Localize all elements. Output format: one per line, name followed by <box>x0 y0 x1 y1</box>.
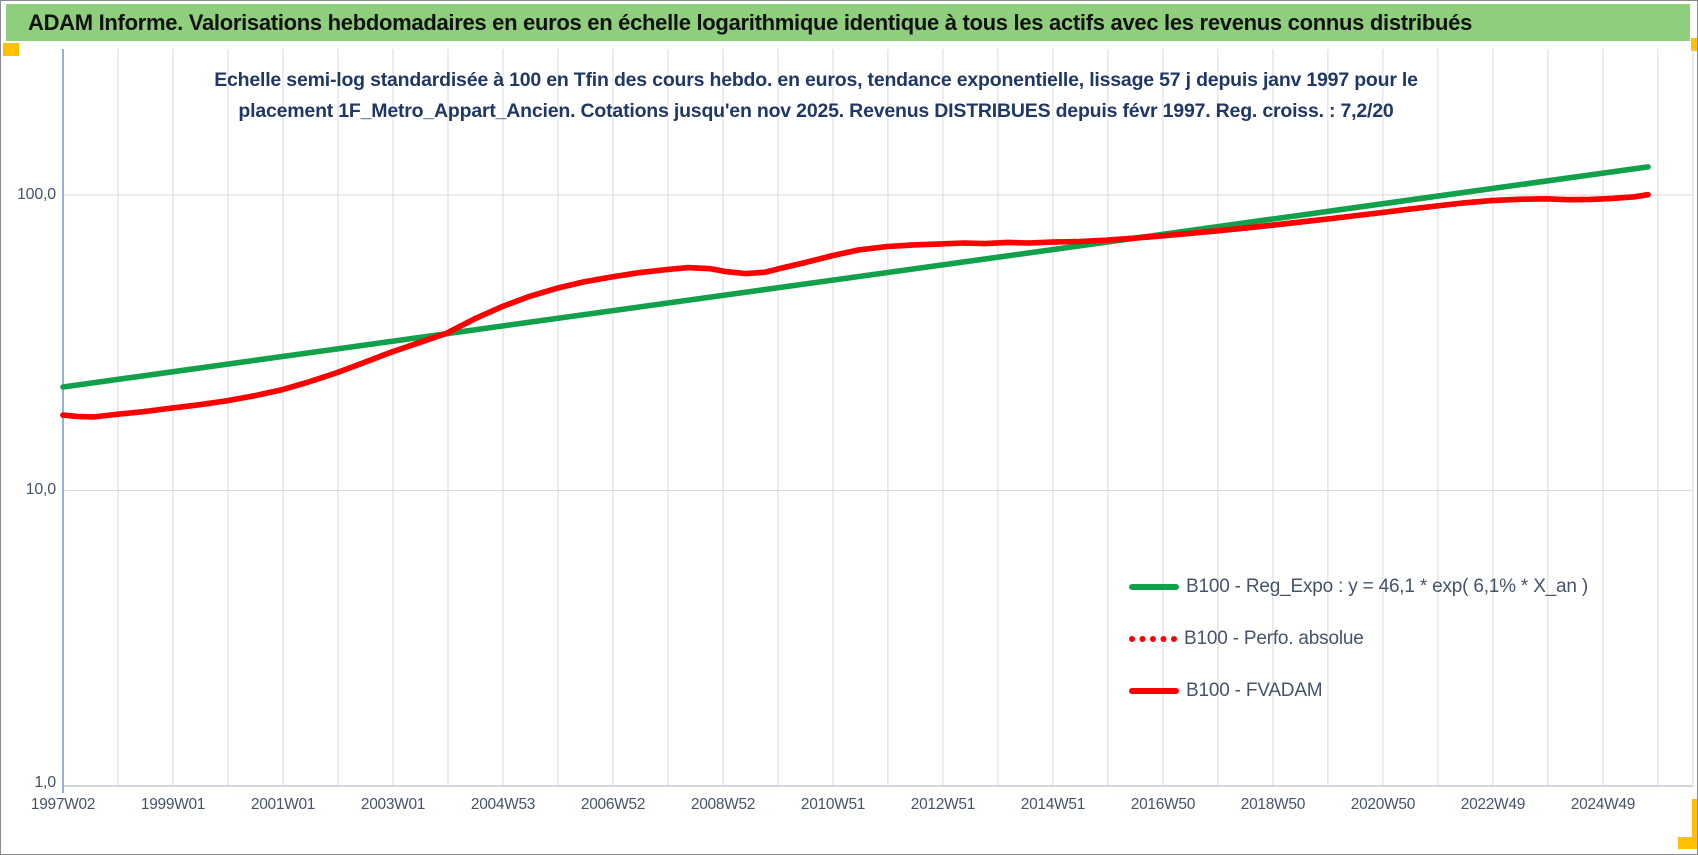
legend-swatch-red-line <box>1129 688 1179 694</box>
selection-handle-top-left[interactable] <box>3 43 19 56</box>
legend-swatch-red-dotted-line <box>1129 636 1177 642</box>
x-axis-labels: 1997W02 1999W01 2001W01 2003W01 2004W53 2006W… <box>1 796 1697 818</box>
x-axis-label: 2022W49 <box>1460 796 1526 813</box>
x-axis-label: 2012W51 <box>910 796 976 813</box>
x-axis-label: 2016W50 <box>1130 796 1196 813</box>
x-axis-label: 2008W52 <box>690 796 756 813</box>
x-axis-label: 1997W02 <box>30 796 96 813</box>
legend-item-reg-expo: B100 - Reg_Expo : y = 46,1 * exp( 6,1% *… <box>1129 561 1588 613</box>
legend-swatch-green-line <box>1129 584 1179 590</box>
x-axis-label: 2024W49 <box>1570 796 1636 813</box>
chart-title: Echelle semi-log standardisée à 100 en T… <box>171 65 1461 127</box>
header-title: ADAM Informe. Valorisations hebdomadaire… <box>28 9 1473 35</box>
x-axis-label: 2001W01 <box>250 796 316 813</box>
chart-title-line1: Echelle semi-log standardisée à 100 en T… <box>214 69 1418 91</box>
x-axis-label: 2014W51 <box>1020 796 1086 813</box>
chart-legend: B100 - Reg_Expo : y = 46,1 * exp( 6,1% *… <box>1129 561 1588 717</box>
x-axis-label: 2006W52 <box>580 796 646 813</box>
x-axis-label: 2004W53 <box>470 796 536 813</box>
legend-label: B100 - Reg_Expo : y = 46,1 * exp( 6,1% *… <box>1186 576 1588 597</box>
selection-handle-bottom-right[interactable] <box>1692 799 1697 847</box>
x-axis-label: 2010W51 <box>800 796 866 813</box>
selection-handle-bottom-right-foot[interactable] <box>1678 837 1697 849</box>
legend-label: B100 - Perfo. absolue <box>1184 628 1364 649</box>
legend-item-perfo-absolue: B100 - Perfo. absolue <box>1129 613 1588 665</box>
chart-title-line2: placement 1F_Metro_Appart_Ancien. Cotati… <box>238 100 1394 122</box>
selection-handle-top-right[interactable] <box>1691 38 1697 51</box>
legend-label: B100 - FVADAM <box>1186 680 1323 701</box>
x-axis-label: 1999W01 <box>140 796 206 813</box>
legend-item-fvadam: B100 - FVADAM <box>1129 665 1588 717</box>
header-bar: ADAM Informe. Valorisations hebdomadaire… <box>6 4 1690 41</box>
x-axis-label: 2018W50 <box>1240 796 1306 813</box>
x-axis-label: 2003W01 <box>360 796 426 813</box>
x-axis-label: 2020W50 <box>1350 796 1416 813</box>
y-axis-label-1: 1,0 <box>34 774 56 791</box>
y-axis-label-100: 100,0 <box>16 186 56 203</box>
y-axis-label-10: 10,0 <box>25 481 57 498</box>
